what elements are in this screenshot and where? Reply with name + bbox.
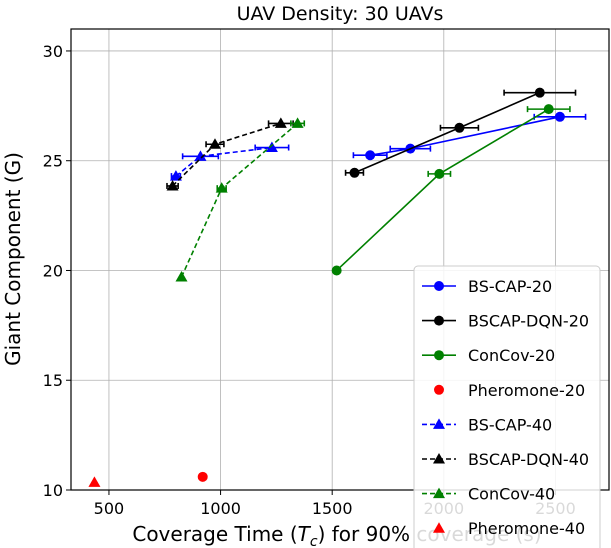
data-point bbox=[349, 167, 360, 178]
legend-label: BS-CAP-40 bbox=[468, 415, 552, 434]
legend-entry: BSCAP-DQN-20 bbox=[422, 312, 589, 331]
legend-entry: BSCAP-DQN-40 bbox=[422, 450, 589, 469]
legend-marker bbox=[434, 350, 444, 361]
legend-label: BSCAP-DQN-40 bbox=[468, 450, 589, 469]
legend-entry: Pheromone-40 bbox=[433, 519, 585, 538]
series-pheromone-20 bbox=[197, 471, 208, 482]
series-line bbox=[180, 122, 299, 278]
legend-marker bbox=[433, 487, 445, 499]
series-concov-20 bbox=[331, 104, 571, 276]
legend-marker bbox=[433, 418, 445, 429]
legend-label: BS-CAP-20 bbox=[468, 277, 552, 296]
series-concov-40 bbox=[175, 117, 306, 282]
series-bscap-dqn-40 bbox=[166, 117, 294, 191]
series-bs-cap-40 bbox=[169, 141, 290, 181]
legend-box bbox=[413, 265, 601, 548]
y-tick-label: 20 bbox=[43, 261, 63, 280]
series-line bbox=[175, 146, 273, 177]
data-point bbox=[88, 476, 101, 487]
data-point bbox=[291, 117, 304, 128]
y-axis-label: Giant Component (G) bbox=[1, 152, 25, 366]
series-bs-cap-20 bbox=[352, 111, 587, 161]
data-point bbox=[454, 122, 465, 133]
legend-entry: BS-CAP-40 bbox=[422, 415, 552, 434]
plot-frame bbox=[70, 28, 610, 491]
legend-entry: ConCov-20 bbox=[422, 346, 555, 365]
series-line bbox=[172, 122, 282, 187]
data-point bbox=[543, 104, 554, 115]
data-point bbox=[534, 87, 545, 98]
series-bscap-dqn-20 bbox=[344, 87, 577, 178]
data-point bbox=[554, 111, 565, 122]
y-tick-label: 30 bbox=[43, 42, 63, 61]
legend-marker bbox=[434, 315, 444, 326]
legend-marker bbox=[433, 453, 445, 464]
y-tick-label: 25 bbox=[43, 152, 63, 171]
legend-marker bbox=[434, 281, 444, 291]
x-tick-label: 1000 bbox=[200, 499, 241, 518]
legend-marker bbox=[434, 384, 444, 395]
data-point bbox=[169, 170, 182, 181]
legend-entry: Pheromone-20 bbox=[434, 381, 585, 400]
data-point bbox=[331, 265, 342, 276]
data-point bbox=[265, 141, 278, 153]
data-point bbox=[208, 138, 221, 149]
data-point bbox=[215, 182, 228, 193]
data-point bbox=[274, 117, 287, 128]
chart-title: UAV Density: 30 UAVs bbox=[237, 3, 444, 25]
legend-label: ConCov-20 bbox=[468, 346, 555, 365]
data-point bbox=[197, 471, 208, 482]
legend-label: BSCAP-DQN-20 bbox=[468, 312, 589, 331]
plot-area bbox=[88, 87, 587, 487]
legend-label: ConCov-40 bbox=[468, 485, 555, 504]
x-tick-label: 1500 bbox=[312, 499, 353, 518]
data-point bbox=[175, 271, 188, 282]
data-point bbox=[166, 179, 179, 191]
series-line bbox=[336, 108, 550, 272]
series-pheromone-40 bbox=[88, 476, 101, 487]
y-tick-label: 15 bbox=[43, 371, 63, 390]
data-point bbox=[194, 150, 207, 161]
legend-marker bbox=[433, 522, 445, 533]
legend-label: Pheromone-20 bbox=[468, 381, 585, 400]
legend-entry: BS-CAP-20 bbox=[422, 277, 552, 296]
data-point bbox=[434, 168, 445, 179]
data-point bbox=[365, 150, 376, 161]
legend-entry: ConCov-40 bbox=[422, 485, 555, 504]
legend: BS-CAP-20 BSCAP-DQN-20 ConCov-20 Pheromone-… bbox=[413, 265, 601, 548]
y-tick-label: 10 bbox=[43, 481, 63, 500]
legend-label: Pheromone-40 bbox=[468, 519, 585, 538]
series-line bbox=[370, 116, 561, 157]
x-tick-label: 500 bbox=[94, 499, 125, 518]
